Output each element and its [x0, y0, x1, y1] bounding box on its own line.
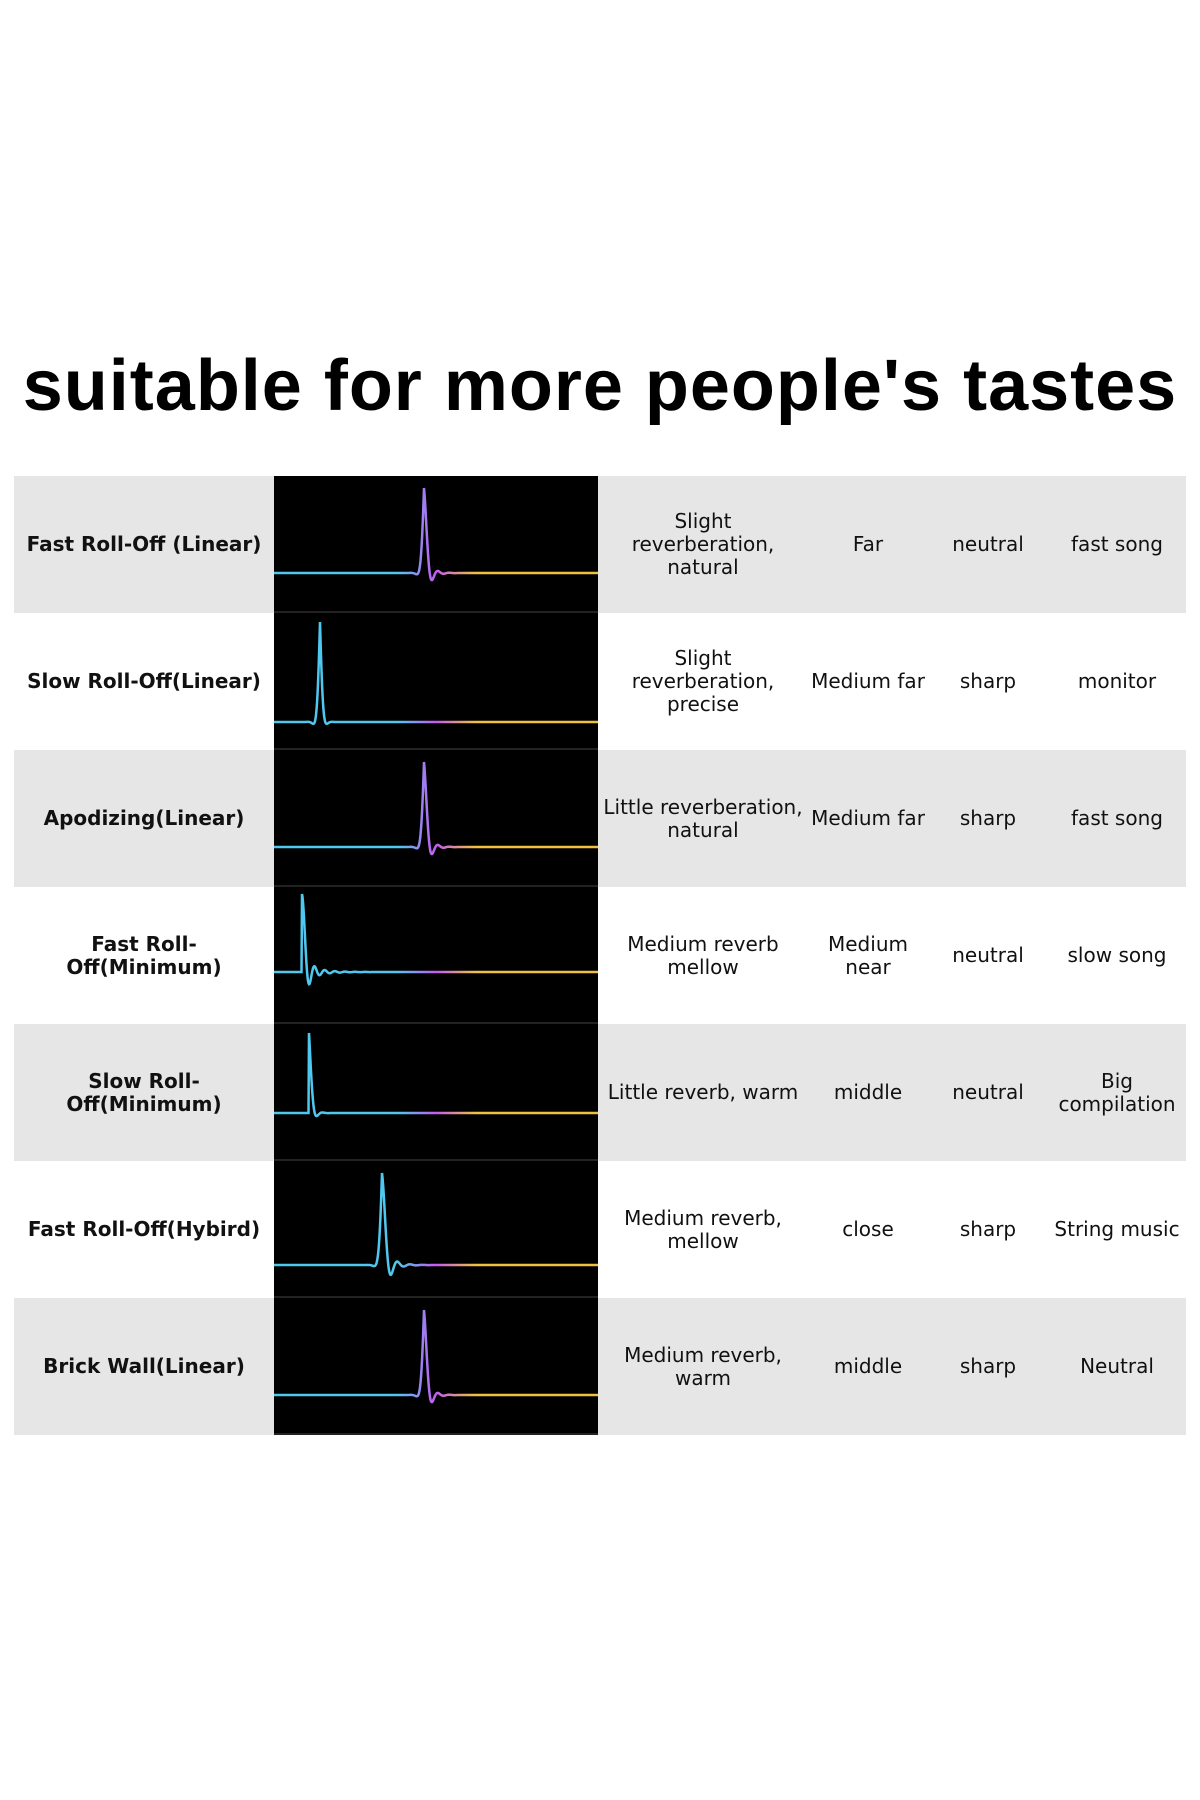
table-row: Brick Wall(Linear) Medium reverb, warm m… — [14, 1298, 1186, 1435]
reverb-description: Slight reverberation, natural — [631, 509, 775, 579]
filter-name: Apodizing(Linear) — [43, 806, 245, 830]
sound-tone: neutral — [952, 943, 1024, 967]
filter-name: Fast Roll-Off (Linear) — [26, 532, 262, 556]
page-title: suitable for more people's tastes — [22, 346, 1178, 426]
impulse-waveform — [274, 621, 598, 726]
sound-distance: Medium far — [811, 806, 925, 830]
sound-tone: sharp — [959, 669, 1017, 693]
impulse-waveform — [274, 1309, 598, 1404]
table-row: Fast Roll-Off(Hybird) Medium reverb, mel… — [14, 1161, 1186, 1298]
reverb-description: Slight reverberation, precise — [631, 646, 775, 716]
impulse-response-graphic — [274, 1298, 598, 1435]
sound-distance: Medium near — [828, 931, 908, 979]
reverb-description: Medium reverb, warm — [624, 1342, 782, 1390]
filter-name: Slow Roll-Off(Linear) — [27, 669, 261, 693]
impulse-response-graphic — [274, 1161, 598, 1298]
sound-distance: middle — [833, 1080, 903, 1104]
recommended-use: Neutral — [1080, 1354, 1154, 1378]
table-row: Fast Roll-Off(Minimum) Medium reverb mel… — [14, 887, 1186, 1024]
reverb-description: Little reverb, warm — [607, 1080, 799, 1104]
table-row: Fast Roll-Off (Linear) Slight reverberat… — [14, 476, 1186, 613]
sound-tone: sharp — [959, 1217, 1017, 1241]
filter-name: Brick Wall(Linear) — [43, 1354, 245, 1378]
sound-tone: sharp — [959, 1354, 1017, 1378]
sound-tone: neutral — [952, 1080, 1024, 1104]
impulse-waveform — [274, 1172, 598, 1277]
recommended-use: Big compilation — [1058, 1068, 1176, 1116]
recommended-use: String music — [1054, 1217, 1180, 1241]
table-row: Slow Roll-Off(Minimum) Little reverb, wa… — [14, 1024, 1186, 1161]
impulse-waveform — [274, 893, 598, 986]
reverb-description: Medium reverb mellow — [627, 931, 779, 979]
sound-distance: Medium far — [811, 669, 925, 693]
impulse-waveform — [274, 761, 598, 856]
impulse-response-graphic — [274, 613, 598, 750]
sound-distance: close — [842, 1217, 894, 1241]
sound-tone: neutral — [952, 532, 1024, 556]
impulse-response-graphic — [274, 887, 598, 1024]
impulse-waveform — [274, 487, 598, 582]
reverb-description: Medium reverb, mellow — [624, 1205, 782, 1253]
impulse-response-graphic — [274, 1024, 598, 1161]
recommended-use: slow song — [1067, 943, 1167, 967]
filter-name: Slow Roll-Off(Minimum) — [66, 1068, 222, 1116]
sound-distance: Far — [852, 532, 884, 556]
table-row: Slow Roll-Off(Linear) Slight reverberati… — [14, 613, 1186, 750]
filter-name: Fast Roll-Off(Hybird) — [27, 1217, 261, 1241]
recommended-use: fast song — [1071, 806, 1163, 830]
filter-comparison-table: Fast Roll-Off (Linear) Slight reverberat… — [14, 476, 1186, 1435]
sound-distance: middle — [833, 1354, 903, 1378]
recommended-use: fast song — [1071, 532, 1163, 556]
filter-name: Fast Roll-Off(Minimum) — [66, 931, 222, 979]
impulse-response-graphic — [274, 750, 598, 887]
table-row: Apodizing(Linear) Little reverberation, … — [14, 750, 1186, 887]
impulse-response-graphic — [274, 476, 598, 613]
recommended-use: monitor — [1077, 669, 1157, 693]
sound-tone: sharp — [959, 806, 1017, 830]
reverb-description: Little reverberation, natural — [603, 794, 803, 842]
impulse-waveform — [274, 1032, 598, 1118]
